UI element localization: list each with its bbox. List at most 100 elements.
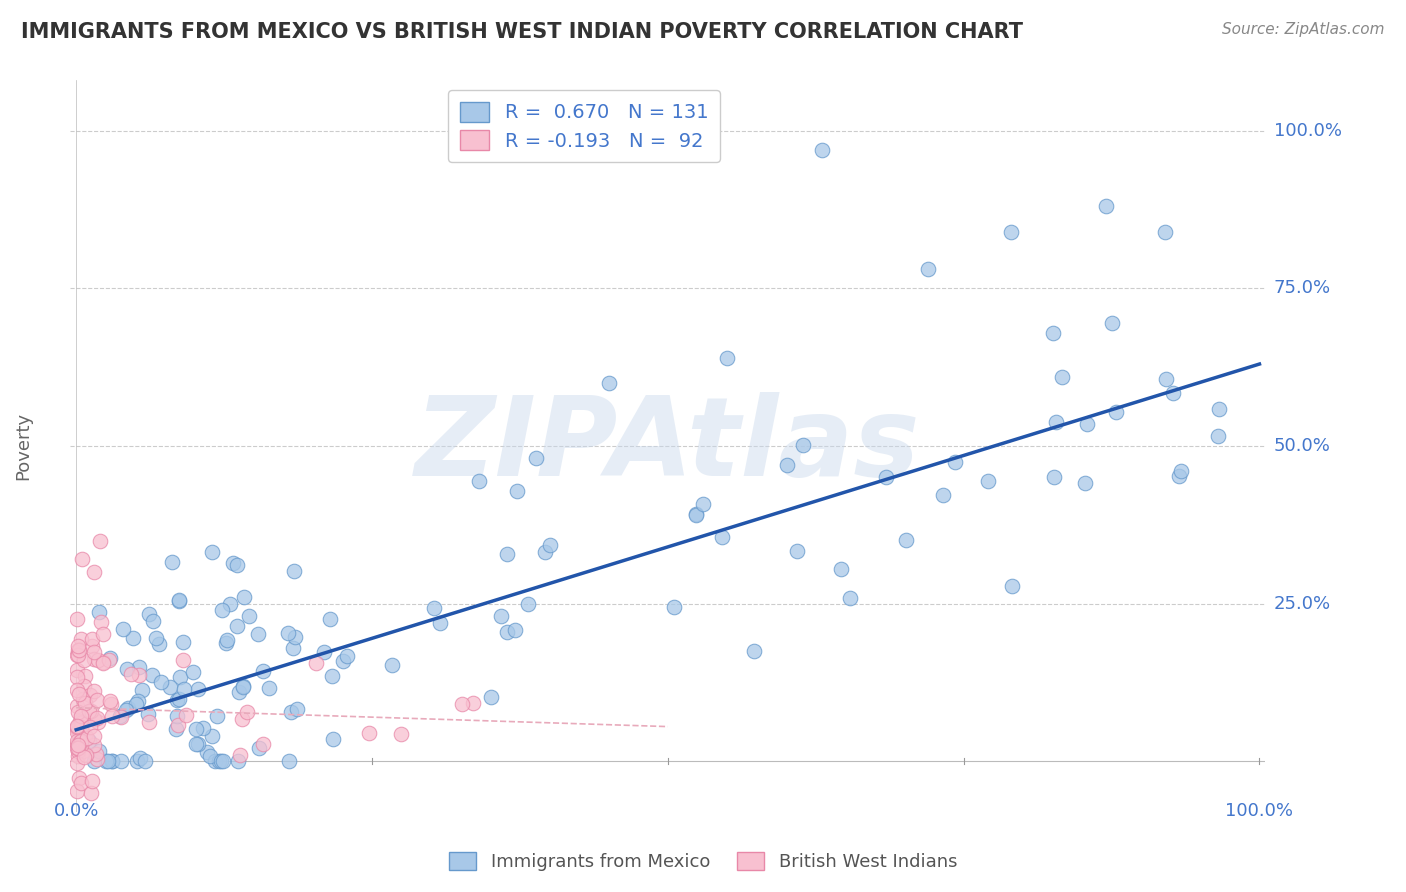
Point	[101, 754, 124, 768]
Point	[710, 530, 733, 544]
Point	[336, 649, 359, 664]
Point	[166, 708, 188, 723]
Point	[66, 670, 89, 684]
Point	[145, 631, 167, 645]
Point	[1170, 463, 1192, 477]
Point	[1161, 385, 1184, 400]
Point	[80, 786, 103, 800]
Point	[70, 727, 93, 741]
Point	[66, 705, 89, 719]
Point	[67, 771, 90, 785]
Point	[429, 615, 451, 630]
Point	[73, 679, 96, 693]
Point	[235, 705, 257, 719]
Point	[450, 697, 472, 711]
Point	[69, 735, 91, 749]
Point	[79, 720, 101, 734]
Point	[128, 668, 150, 682]
Point	[125, 697, 148, 711]
Point	[187, 681, 209, 696]
Point	[217, 632, 239, 647]
Point	[127, 694, 149, 708]
Point	[87, 605, 110, 619]
Point	[167, 594, 190, 608]
Point	[505, 483, 527, 498]
Point	[232, 679, 254, 693]
Point	[70, 552, 93, 566]
Point	[72, 714, 94, 729]
Point	[1208, 402, 1230, 417]
Point	[159, 680, 181, 694]
Point	[138, 714, 160, 729]
Point	[91, 627, 114, 641]
Text: 100.0%: 100.0%	[1226, 802, 1294, 821]
Point	[232, 591, 254, 605]
Point	[75, 747, 97, 762]
Point	[167, 692, 190, 706]
Point	[786, 544, 808, 558]
Point	[75, 696, 97, 710]
Point	[66, 748, 89, 763]
Point	[66, 699, 89, 714]
Point	[70, 738, 93, 752]
Point	[503, 624, 526, 638]
Point	[66, 663, 89, 677]
Point	[84, 747, 107, 762]
Point	[73, 728, 96, 742]
Point	[538, 538, 561, 552]
Point	[66, 719, 89, 733]
Point	[101, 754, 124, 768]
Point	[66, 648, 89, 662]
Point	[134, 754, 156, 768]
Point	[90, 615, 112, 629]
Point	[66, 725, 89, 739]
Point	[278, 754, 301, 768]
Point	[73, 653, 96, 667]
Point	[875, 470, 897, 484]
Point	[792, 438, 814, 452]
Point	[115, 662, 138, 676]
Point	[277, 626, 299, 640]
Point	[1050, 370, 1073, 384]
Point	[1206, 429, 1229, 443]
Point	[83, 645, 105, 659]
Point	[1042, 326, 1064, 340]
Point	[191, 722, 214, 736]
Point	[73, 750, 96, 764]
Point	[69, 714, 91, 728]
Point	[67, 643, 90, 657]
Point	[72, 743, 94, 757]
Point	[977, 475, 1000, 489]
Point	[66, 741, 89, 756]
Point	[86, 711, 108, 725]
Point	[181, 665, 204, 680]
Point	[172, 635, 194, 649]
Point	[231, 712, 253, 726]
Point	[100, 651, 122, 665]
Point	[205, 708, 228, 723]
Point	[226, 619, 249, 633]
Point	[830, 562, 852, 576]
Point	[114, 703, 136, 717]
Point	[148, 637, 170, 651]
Point	[122, 631, 145, 645]
Point	[1043, 470, 1066, 484]
Point	[131, 682, 153, 697]
Point	[200, 748, 222, 763]
Text: Poverty: Poverty	[14, 412, 32, 480]
Point	[83, 729, 105, 743]
Point	[80, 639, 103, 653]
Point	[100, 697, 122, 711]
Point	[66, 737, 89, 751]
Point	[110, 709, 132, 723]
Point	[66, 756, 89, 770]
Point	[305, 656, 328, 670]
Point	[66, 734, 89, 748]
Point	[1105, 405, 1128, 419]
Point	[281, 641, 304, 656]
Point	[222, 556, 245, 570]
Point	[117, 700, 139, 714]
Point	[72, 691, 94, 706]
Point	[1045, 415, 1067, 429]
Point	[468, 475, 491, 489]
